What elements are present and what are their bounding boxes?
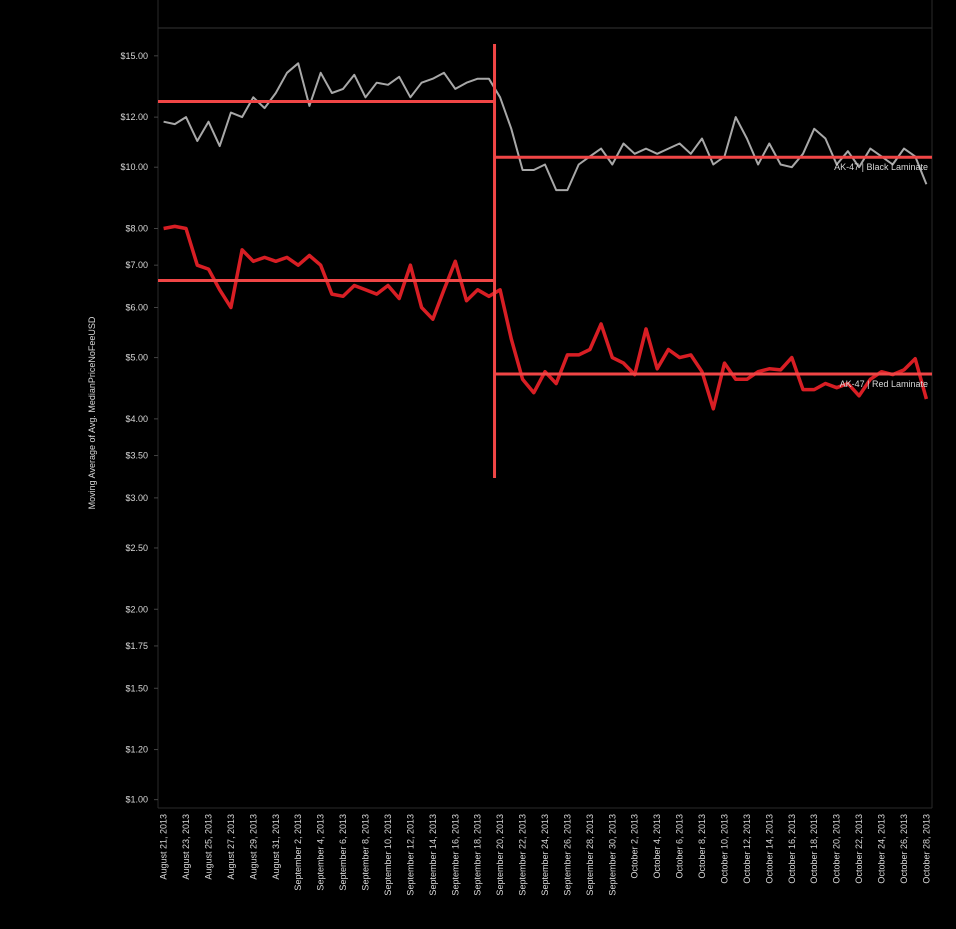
x-tick-label: October 28, 2013 [921, 814, 931, 884]
x-tick-label: September 28, 2013 [585, 814, 595, 896]
x-tick-label: August 21, 2013 [159, 814, 169, 880]
series-label: AK-47 | Red Laminate [840, 379, 928, 389]
x-tick-label: September 16, 2013 [450, 814, 460, 896]
y-tick-label: $8.00 [125, 223, 148, 233]
x-tick-label: October 2, 2013 [630, 814, 640, 879]
x-tick-label: September 26, 2013 [562, 814, 572, 896]
x-tick-label: October 14, 2013 [764, 814, 774, 884]
y-tick-label: $4.00 [125, 414, 148, 424]
y-tick-label: $6.00 [125, 303, 148, 313]
x-tick-label: September 30, 2013 [607, 814, 617, 896]
x-tick-label: October 26, 2013 [899, 814, 909, 884]
x-tick-label: October 24, 2013 [877, 814, 887, 884]
x-tick-label: September 6, 2013 [338, 814, 348, 891]
y-tick-label: $2.00 [125, 604, 148, 614]
y-tick-label: $1.20 [125, 745, 148, 755]
x-tick-label: September 2, 2013 [293, 814, 303, 891]
y-tick-label: $1.50 [125, 683, 148, 693]
y-tick-label: $7.00 [125, 260, 148, 270]
y-tick-label: $1.75 [125, 641, 148, 651]
x-tick-label: October 10, 2013 [719, 814, 729, 884]
y-tick-label: $15.00 [120, 51, 148, 61]
x-tick-label: September 22, 2013 [518, 814, 528, 896]
x-tick-label: September 20, 2013 [495, 814, 505, 896]
x-tick-label: September 12, 2013 [405, 814, 415, 896]
x-tick-label: October 18, 2013 [809, 814, 819, 884]
y-tick-label: $2.50 [125, 543, 148, 553]
x-tick-label: August 27, 2013 [226, 814, 236, 880]
y-tick-label: $3.00 [125, 493, 148, 503]
x-tick-label: October 22, 2013 [854, 814, 864, 884]
y-tick-label: $1.00 [125, 795, 148, 805]
x-tick-label: October 12, 2013 [742, 814, 752, 884]
x-tick-label: October 20, 2013 [832, 814, 842, 884]
x-tick-label: August 25, 2013 [203, 814, 213, 880]
x-tick-label: August 29, 2013 [248, 814, 258, 880]
x-tick-label: September 8, 2013 [361, 814, 371, 891]
x-tick-label: September 10, 2013 [383, 814, 393, 896]
series-line [163, 224, 929, 411]
x-tick-label: October 8, 2013 [697, 814, 707, 879]
y-tick-label: $5.00 [125, 353, 148, 363]
y-tick-label: $12.00 [120, 112, 148, 122]
x-tick-label: September 24, 2013 [540, 814, 550, 896]
y-axis-label: Moving Average of Avg. MedianPriceNoFeeU… [87, 316, 97, 509]
x-tick-label: October 4, 2013 [652, 814, 662, 879]
y-tick-label: $10.00 [120, 162, 148, 172]
x-tick-label: September 18, 2013 [473, 814, 483, 896]
series-label: AK-47 | Black Laminate [834, 162, 928, 172]
x-tick-label: October 6, 2013 [675, 814, 685, 879]
x-tick-label: August 31, 2013 [271, 814, 281, 880]
x-tick-label: September 14, 2013 [428, 814, 438, 896]
x-tick-label: October 16, 2013 [787, 814, 797, 884]
x-tick-label: August 23, 2013 [181, 814, 191, 880]
y-tick-label: $3.50 [125, 451, 148, 461]
x-tick-label: September 4, 2013 [316, 814, 326, 891]
